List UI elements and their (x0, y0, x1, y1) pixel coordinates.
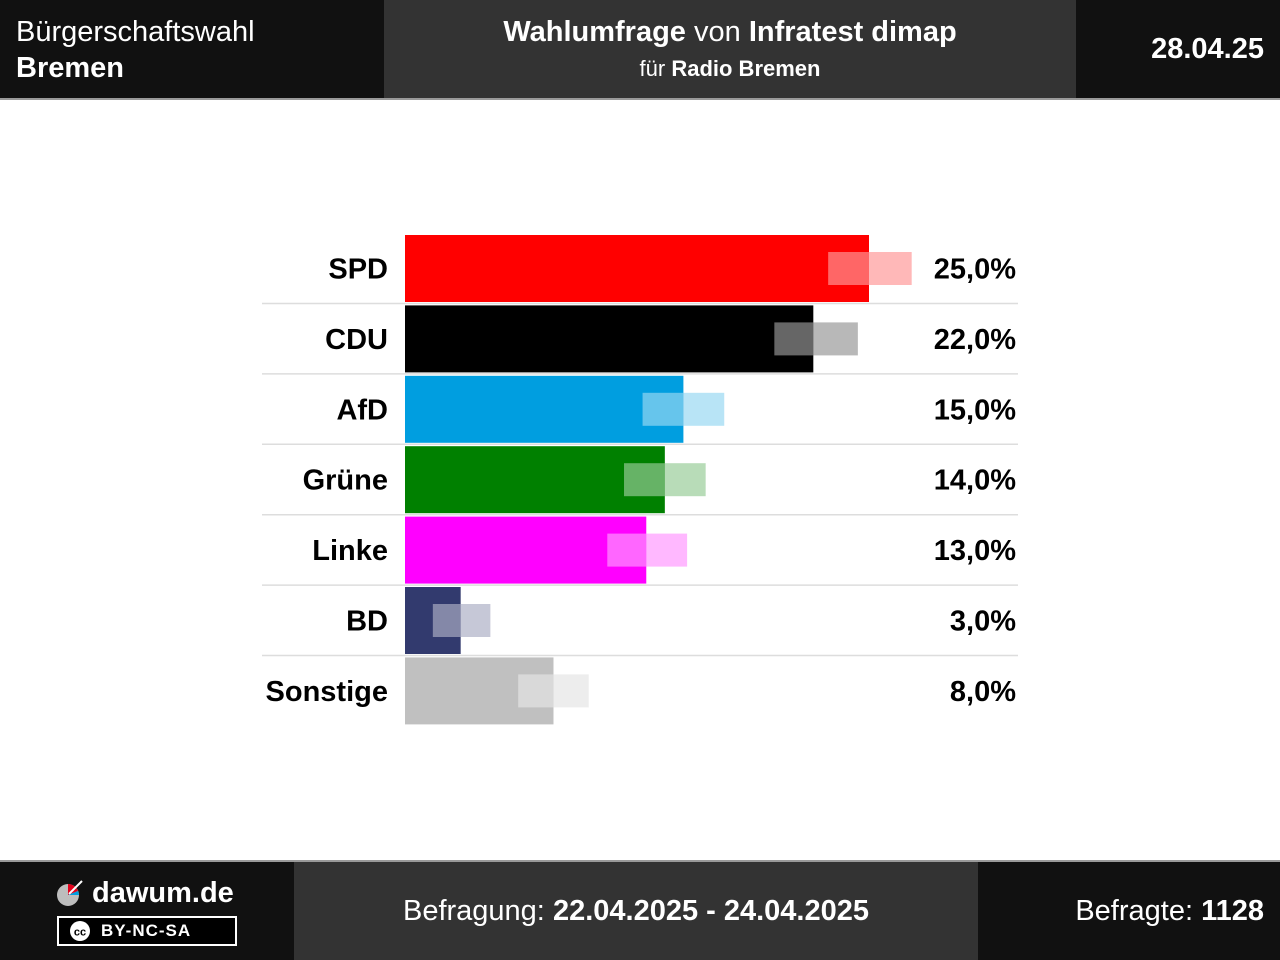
range-low-gruene (624, 463, 665, 497)
range-low-linke (607, 533, 647, 567)
party-label-bd: BD (346, 606, 388, 638)
bar-bd (405, 587, 461, 654)
value-label-bd: 3,0% (950, 606, 1016, 638)
party-label-linke: Linke (312, 535, 388, 567)
range-low-afd (642, 392, 684, 426)
fuer-word: für (639, 56, 666, 81)
bar-sonstige (405, 657, 554, 725)
value-label-sonstige: 8,0% (950, 676, 1016, 708)
respondent-count: Befragte: 1128 (978, 862, 1280, 960)
bar-afd (405, 375, 684, 443)
svg-text:cc: cc (74, 927, 86, 939)
bar-chart: SPD 25,0% CDU 22,0% AfD 15,0% Grüne 14,0% Linke 1… (0, 100, 1280, 860)
party-label-sonstige: Sonstige (266, 676, 388, 708)
party-label-cdu: CDU (325, 324, 388, 356)
party-label-gruene: Grüne (303, 465, 388, 497)
range-low-spd (828, 252, 869, 285)
client-name: Radio Bremen (671, 56, 821, 81)
header-bar: Bürgerschaftswahl Bremen Wahlumfrage von… (0, 0, 1280, 100)
respondents-value: 1128 (1201, 895, 1264, 927)
publication-date: 28.04.25 (1076, 0, 1280, 98)
range-high-linke (646, 533, 688, 567)
election-info: Bürgerschaftswahl Bremen (0, 0, 384, 98)
brand-name: dawum.de (92, 876, 234, 909)
bar-chart-svg: SPD 25,0% CDU 22,0% AfD 15,0% Grüne 14,0% Linke 1… (262, 235, 1018, 725)
survey-dates: 22.04.2025 - 24.04.2025 (552, 895, 869, 927)
range-high-cdu (813, 322, 858, 356)
bar-cdu (405, 305, 814, 373)
institute-name: Infratest dimap (748, 16, 957, 48)
poll-client: für Radio Bremen (384, 55, 1076, 83)
election-type: Bürgerschaftswahl (16, 16, 255, 48)
bar-spd (405, 235, 869, 302)
creative-commons-icon: cc (70, 921, 90, 941)
range-high-gruene (664, 463, 706, 497)
value-label-linke: 13,0% (934, 535, 1016, 567)
respondents-label: Befragte: (1075, 895, 1194, 927)
poll-word: Wahlumfrage (503, 16, 686, 48)
bar-gruene (405, 446, 665, 514)
party-label-afd: AfD (336, 394, 388, 426)
brand: dawum.de (54, 876, 234, 910)
survey-period: Befragung: 22.04.2025 - 24.04.2025 (294, 862, 978, 960)
value-label-gruene: 14,0% (934, 465, 1016, 497)
bar-linke (405, 516, 647, 584)
survey-label: Befragung: (402, 895, 545, 927)
election-region: Bremen (16, 52, 124, 84)
license-badge: cc BY-NC-SA (57, 916, 237, 946)
value-label-spd: 25,0% (934, 254, 1016, 286)
poll-source: Wahlumfrage von Infratest dimap für Radi… (384, 0, 1076, 98)
footer-bar: dawum.de cc BY-NC-SA Befragung: 22.04.20… (0, 860, 1280, 960)
license-text: BY-NC-SA (101, 921, 192, 940)
value-label-cdu: 22,0% (934, 324, 1016, 356)
party-label-spd: SPD (328, 254, 388, 286)
footer-brand-area: dawum.de cc BY-NC-SA (0, 862, 294, 960)
dawum-logo-icon (57, 880, 83, 906)
range-low-bd (432, 604, 461, 637)
range-high-sonstige (553, 674, 589, 708)
von-word: von (693, 16, 741, 48)
range-low-sonstige (518, 674, 554, 708)
range-high-afd (683, 392, 725, 426)
range-high-bd (460, 604, 491, 637)
range-high-spd (869, 252, 912, 285)
value-label-afd: 15,0% (934, 394, 1016, 426)
range-low-cdu (774, 322, 814, 356)
poll-title: Wahlumfrage von Infratest dimap (384, 15, 1076, 49)
